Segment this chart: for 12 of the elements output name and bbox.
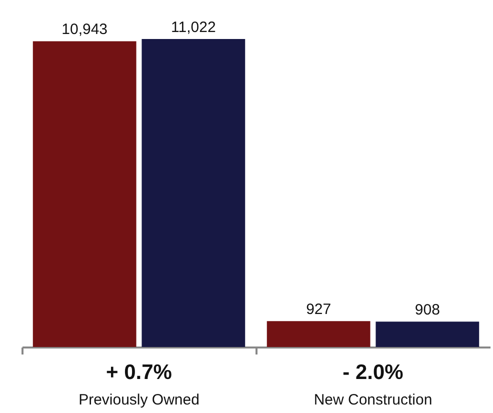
data-label: 10,943 xyxy=(62,21,108,38)
x-tick-label: New Construction xyxy=(314,392,432,408)
bar xyxy=(32,41,136,347)
data-label: 908 xyxy=(414,302,440,319)
x-tick-label: Previously Owned xyxy=(78,392,200,408)
bar xyxy=(142,39,246,347)
bar xyxy=(376,322,480,347)
data-label: 927 xyxy=(306,301,332,318)
text: + 0.7% xyxy=(106,361,172,384)
data-label: 11,022 xyxy=(171,19,216,36)
text: - 2.0% xyxy=(342,361,404,384)
bar xyxy=(266,321,370,347)
